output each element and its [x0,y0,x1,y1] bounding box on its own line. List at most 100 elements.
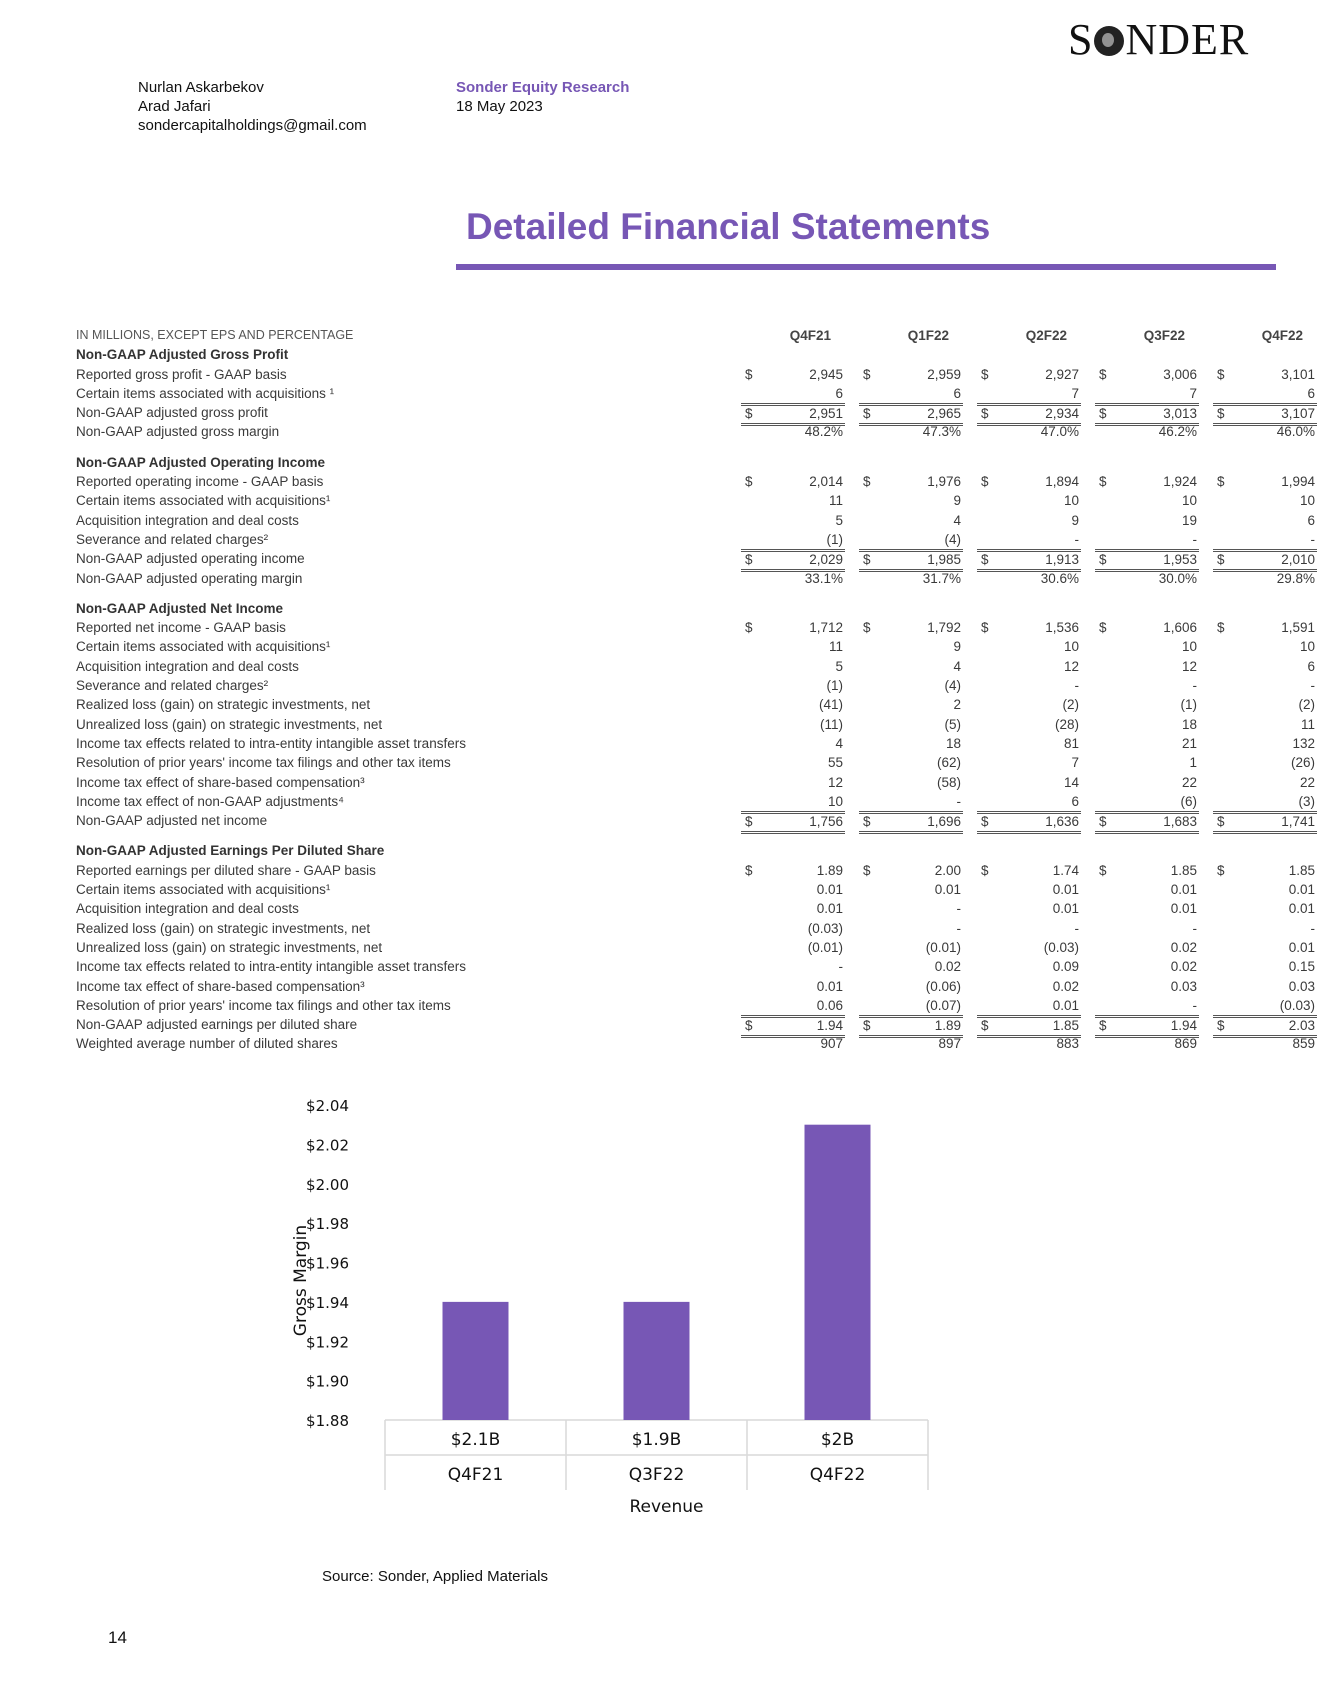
cell-value: 21 [1181,735,1197,751]
cell-value: (0.01) [807,939,843,955]
cell-value: 6 [1307,512,1315,528]
table-cell: - [1095,921,1199,938]
cell-value: (1) [826,531,844,547]
table-cell: 4 [741,736,845,753]
table-cell: - [859,921,963,938]
table-cell: 4 [859,513,963,530]
cell-value: 0.01 [1170,901,1197,917]
column-header: Q2F22 [977,328,1081,345]
row-label: Certain items associated with acquisitio… [76,385,335,401]
cell-value: - [1310,920,1316,936]
author-name: Nurlan Askarbekov [138,79,264,96]
table-cell: 10 [1095,639,1199,656]
dollar-sign: $ [745,406,753,422]
cell-value: (0.06) [925,978,961,994]
cell-value: 5 [835,658,843,674]
table-cell: 0.09 [977,959,1081,976]
table-cell: - [859,901,963,918]
cell-value: (0.07) [925,997,961,1013]
cell-value: - [1192,531,1198,547]
table-cell: $1,994 [1213,474,1317,491]
cell-value: 22 [1299,774,1315,790]
dollar-sign: $ [863,366,871,382]
cell-value: 11 [828,639,843,655]
cell-value: 12 [827,774,843,790]
table-cell: 6 [741,386,845,404]
table-cell: $1,894 [977,474,1081,491]
cell-value: 4 [953,512,961,528]
row-label: Non-GAAP adjusted gross profit [76,405,268,421]
table-row: Income tax effect of share-based compens… [76,773,1326,792]
table-cell: 0.01 [1213,940,1317,957]
cell-value: 0.01 [816,901,843,917]
cell-value: 10 [1063,639,1079,655]
cell-value: 1,636 [1045,814,1079,830]
research-brand: Sonder Equity Research [456,79,630,96]
table-cell: - [859,794,963,812]
column-header-label: Q3F22 [1143,328,1185,343]
table-cell: 12 [741,775,845,792]
table-row: Income tax effect of non-GAAP adjustment… [76,792,1326,812]
cell-value: (6) [1180,793,1198,809]
table-cell: 10 [1095,493,1199,510]
cell-value: 1.94 [1170,1018,1197,1034]
y-tick-label: $1.96 [306,1255,349,1273]
table-cell: 0.01 [741,901,845,918]
cell-value: 0.02 [934,959,961,975]
table-cell: $1,976 [859,474,963,491]
cell-value: 0.15 [1288,959,1315,975]
cell-value: 0.03 [1288,978,1315,994]
cell-value: 0.01 [1288,882,1315,898]
table-row: Certain items associated with acquisitio… [76,880,1326,899]
cell-value: 2,010 [1281,552,1315,568]
table-row: Reported gross profit - GAAP basis $2,945… [76,365,1326,384]
table-cell: 0.01 [977,882,1081,899]
table-cell: 7 [977,386,1081,404]
table-cell: 12 [1095,659,1199,676]
table-cell: 859 [1213,1036,1317,1053]
dollar-sign: $ [745,620,753,636]
cell-value: 1,994 [1281,474,1315,490]
cell-value: (58) [936,774,961,790]
table-cell: - [977,678,1081,695]
cell-value: 0.01 [1052,901,1079,917]
page-title: Detailed Financial Statements [466,206,991,247]
table-cell: $3,006 [1095,367,1199,384]
table-cell: 11 [741,639,845,656]
table-cell: 132 [1213,736,1317,753]
cell-value: - [1192,997,1198,1013]
table-cell: (2) [1213,697,1317,714]
cell-value: (0.03) [807,920,843,936]
table-cell: (0.03) [977,940,1081,957]
table-cell: (0.01) [741,940,845,957]
column-header-label: Q1F22 [907,328,949,343]
table-cell: (62) [859,755,963,772]
cell-value: 3,101 [1281,366,1315,382]
dollar-sign: $ [1217,406,1225,422]
cell-value: 1.85 [1052,1018,1079,1034]
table-cell: 897 [859,1036,963,1053]
table-row: Acquisition integration and deal costs 0.… [76,899,1326,918]
cell-value: 48.2% [804,424,843,440]
table-cell: $1.89 [741,863,845,880]
table-cell: - [1213,532,1317,550]
globe-icon [1094,26,1125,56]
cell-value: 1,591 [1281,620,1315,636]
cell-value: 1.89 [934,1018,961,1034]
cell-value: - [1074,678,1080,694]
table-cell: $2,951 [741,405,845,427]
table-cell: 48.2% [741,424,845,441]
cell-value: 46.0% [1276,424,1315,440]
table-cell: 0.06 [741,998,845,1016]
table-cell: 81 [977,736,1081,753]
table-cell: $1.85 [1095,863,1199,880]
category-quarter-label: Q3F22 [629,1465,685,1485]
cell-value: 1,792 [927,620,961,636]
table-cell: 0.02 [1095,940,1199,957]
table-cell: $1,536 [977,620,1081,637]
cell-value: 30.6% [1040,570,1079,586]
cell-value: 47.0% [1040,424,1079,440]
table-cell: 0.02 [859,959,963,976]
cell-value: 2,951 [809,406,843,422]
cell-value: 0.01 [1052,997,1079,1013]
